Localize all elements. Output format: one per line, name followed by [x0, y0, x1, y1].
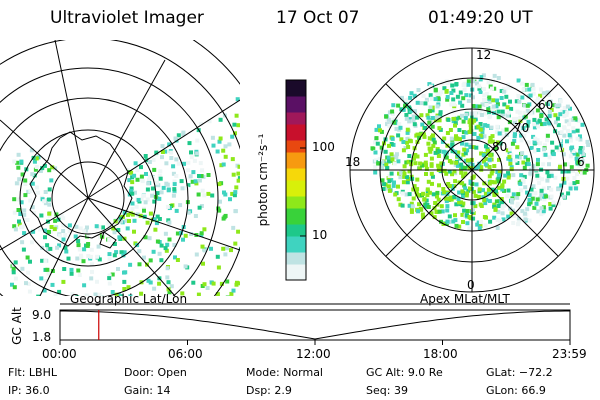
antarctica-coastline	[29, 131, 133, 249]
instrument-title: Ultraviolet Imager	[50, 8, 204, 28]
mlt-label-0: 0	[467, 278, 475, 292]
mlt-label-18: 18	[345, 155, 361, 169]
x-tick-0600: 06:00	[168, 347, 203, 361]
x-tick-1800: 18:00	[423, 347, 458, 361]
mlt-label-12: 12	[476, 48, 492, 62]
geographic-grid	[0, 40, 240, 296]
y-axis-label: GC Alt	[10, 307, 24, 345]
color-scale-bar	[285, 79, 307, 281]
x-tick-2359: 23:59	[552, 347, 587, 361]
status-flt: Flt: LBHL	[8, 366, 57, 379]
right-aurora-image	[370, 73, 591, 231]
geographic-map	[0, 40, 240, 296]
altitude-timeline	[59, 303, 571, 345]
altitude-curve	[60, 310, 570, 340]
x-tick-1200: 12:00	[296, 347, 331, 361]
mlat-label-70: 70	[514, 121, 530, 135]
mlt-label-6: 6	[577, 155, 585, 169]
colorbar-tick-10: 10	[312, 228, 328, 242]
geographic-caption: Geographic Lat/Lon	[70, 292, 188, 306]
apex-caption: Apex MLat/MLT	[420, 292, 510, 306]
left-aurora-image	[10, 97, 240, 296]
y-tick-min: 1.8	[32, 330, 52, 344]
polar-mlat-mlt-plot	[349, 47, 595, 293]
x-tick-0000: 00:00	[42, 347, 77, 361]
status-door: Door: Open	[124, 366, 187, 379]
status-dsp: Dsp: 2.9	[246, 384, 292, 397]
status-gc-alt: GC Alt: 9.0 Re	[366, 366, 443, 379]
colorbar-tick-100: 100	[312, 140, 335, 154]
mlat-label-80: 80	[492, 140, 508, 154]
status-glat: GLat: −72.2	[486, 366, 553, 379]
time-label: 01:49:20 UT	[428, 8, 533, 28]
y-tick-max: 9.0	[32, 308, 52, 322]
status-gain: Gain: 14	[124, 384, 171, 397]
status-seq: Seq: 39	[366, 384, 408, 397]
status-glon: GLon: 66.9	[486, 384, 546, 397]
mlat-label-60: 60	[538, 98, 554, 112]
status-ip: IP: 36.0	[8, 384, 50, 397]
status-mode: Mode: Normal	[246, 366, 323, 379]
colorbar-unit-label: photon cm⁻²s⁻¹	[256, 133, 270, 227]
date-label: 17 Oct 07	[276, 8, 360, 28]
